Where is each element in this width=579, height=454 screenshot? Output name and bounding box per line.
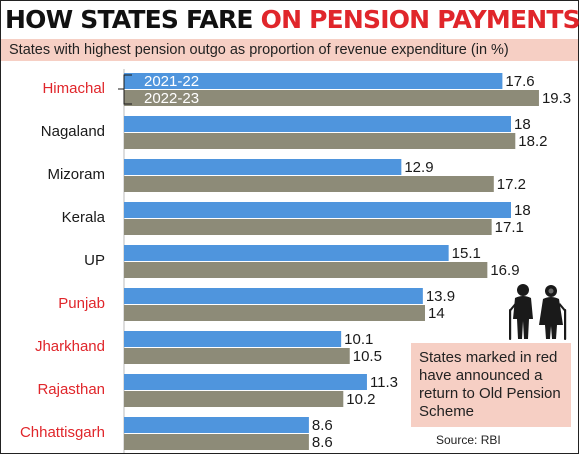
data-label: 15.1 <box>452 245 481 262</box>
bar <box>124 116 511 132</box>
bar <box>124 374 367 390</box>
data-label: 16.9 <box>490 262 519 279</box>
category-label: Himachal <box>42 80 105 97</box>
category-label: Punjab <box>58 295 105 312</box>
legend-label: 2022-23 <box>144 90 199 107</box>
category-label: Rajasthan <box>37 381 105 398</box>
page-title: HOW STATES FARE ON PENSION PAYMENTS <box>5 3 579 37</box>
bar <box>124 245 449 261</box>
bar <box>124 262 488 278</box>
data-label: 13.9 <box>426 288 455 305</box>
category-label: Chhattisgarh <box>20 424 105 441</box>
bar <box>124 73 503 89</box>
bar <box>124 219 492 235</box>
note-box: States marked in red have announced a re… <box>411 343 571 427</box>
bar <box>124 159 402 175</box>
category-label: Mizoram <box>47 166 105 183</box>
bar <box>124 288 423 304</box>
bar <box>124 305 425 321</box>
data-label: 10.2 <box>346 391 375 408</box>
data-label: 10.1 <box>344 331 373 348</box>
data-label: 18 <box>514 116 531 133</box>
bar <box>124 348 350 364</box>
source-credit: Source: RBI <box>436 433 501 447</box>
data-label: 18.2 <box>518 133 547 150</box>
bar <box>124 331 342 347</box>
data-label: 8.6 <box>312 434 333 451</box>
category-label: UP <box>84 252 105 269</box>
title-part-1: HOW STATES FARE <box>5 5 254 34</box>
bar <box>124 133 516 149</box>
data-label: 19.3 <box>542 90 571 107</box>
data-label: 12.9 <box>404 159 433 176</box>
bar <box>124 202 511 218</box>
data-label: 10.5 <box>353 348 382 365</box>
bar <box>124 90 539 106</box>
category-label: Nagaland <box>41 123 105 140</box>
data-label: 8.6 <box>312 417 333 434</box>
bar <box>124 417 309 433</box>
bar <box>124 391 344 407</box>
bar <box>124 434 309 450</box>
data-label: 11.3 <box>370 374 398 391</box>
data-label: 14 <box>428 305 445 322</box>
category-label: Kerala <box>62 209 106 226</box>
data-label: 17.6 <box>505 73 534 90</box>
elderly-couple-icon <box>509 284 567 340</box>
chart-subtitle: States with highest pension outgo as pro… <box>1 39 578 61</box>
bar <box>124 176 494 192</box>
data-label: 17.2 <box>497 176 526 193</box>
legend-label: 2021-22 <box>144 73 199 90</box>
title-part-2: ON PENSION PAYMENTS <box>260 5 579 34</box>
data-label: 17.1 <box>495 219 524 236</box>
category-label: Jharkhand <box>35 338 105 355</box>
legend-bracket <box>118 74 132 105</box>
data-label: 18 <box>514 202 531 219</box>
